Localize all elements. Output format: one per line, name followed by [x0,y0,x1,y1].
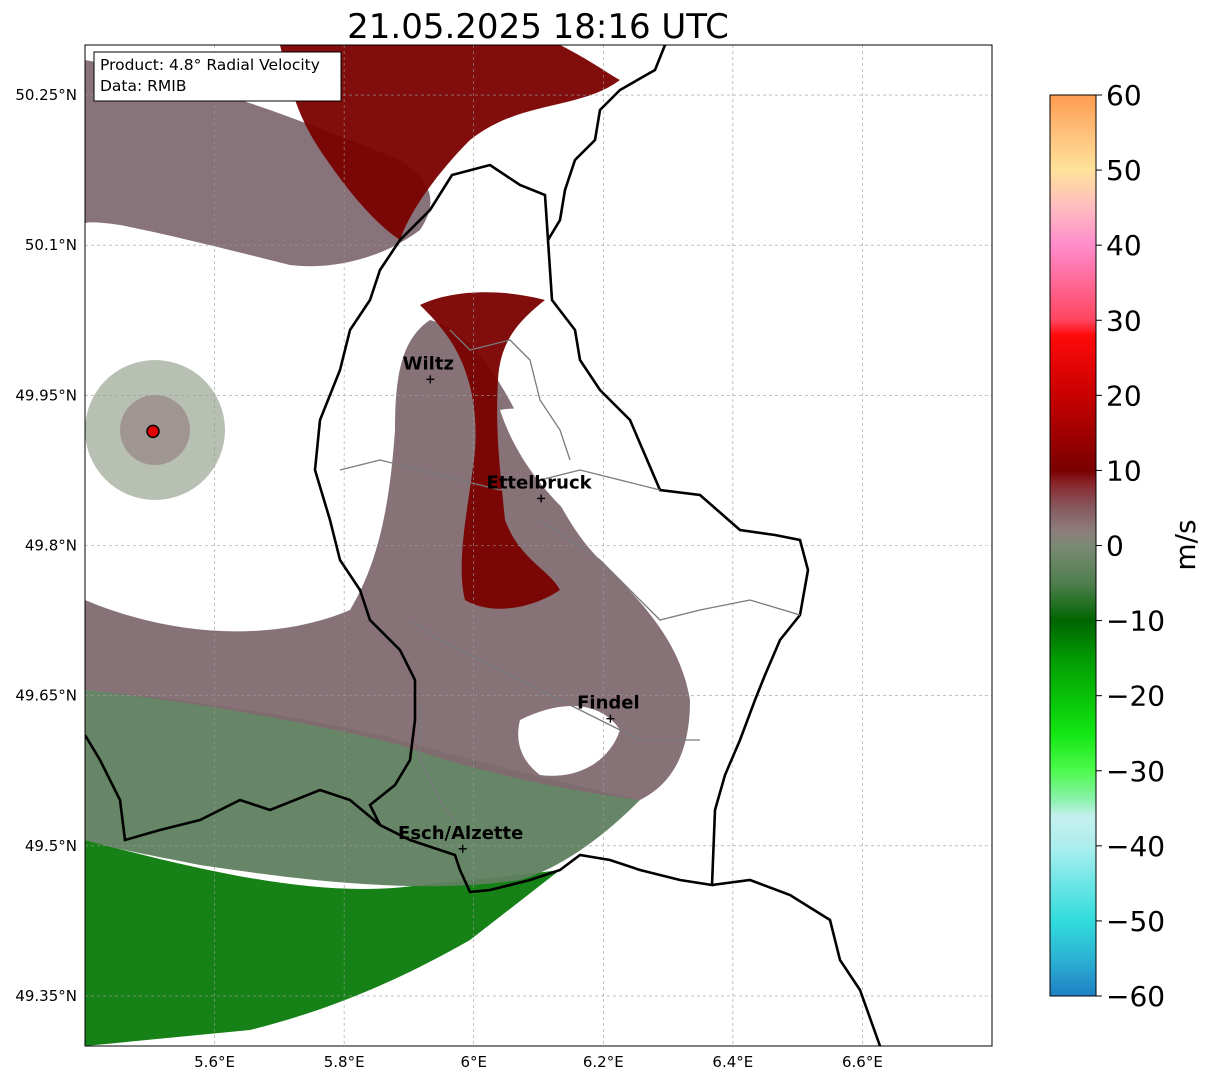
echo-gap-findel [518,706,620,776]
colorbar-tick-label: 50 [1106,154,1142,187]
x-tick-label: 6.2°E [583,1053,624,1071]
map-panel: Wiltz Ettelbruck Findel Esch/Alzette [85,45,992,1046]
y-tick-label: 50.1°N [25,236,77,254]
info-box: Product: 4.8° Radial Velocity Data: RMIB [93,51,342,102]
x-tick-label: 6.6°E [842,1053,883,1071]
city-label: Ettelbruck [487,472,593,493]
colorbar-tick-label: 30 [1106,304,1142,337]
city-layer: Wiltz Ettelbruck Findel Esch/Alzette [398,353,640,853]
info-data-source: Data: RMIB [100,77,187,95]
y-tick-label: 49.65°N [15,687,77,705]
y-axis-ticks: 49.35°N 49.5°N 49.65°N 49.8°N 49.95°N 50.1°N 5… [15,86,77,1005]
y-tick-label: 49.95°N [15,386,77,404]
colorbar-label: m/s [1169,519,1202,570]
city-label: Esch/Alzette [398,823,523,844]
colorbar-tick-label: −30 [1106,755,1165,788]
echo-graygreen [85,690,640,887]
country-border-de [546,45,667,241]
district-lines [339,329,801,831]
country-border-luxembourg [313,163,810,894]
echo-darkred-north [280,45,620,240]
city-esch-alzette: Esch/Alzette [398,823,523,853]
map-title: 21.05.2025 18:16 UTC [347,7,729,47]
radar-echoes [85,45,740,1046]
map-frame [84,44,993,1047]
city-label: Findel [577,693,640,714]
colorbar-tick-label: −40 [1106,830,1165,863]
x-tick-label: 6°E [460,1053,487,1071]
colorbar-tick-label: −20 [1106,680,1165,713]
y-tick-label: 49.35°N [15,987,77,1005]
colorbar: 60 50 40 30 20 10 0 −10 −20 −30 −40 −50 −60 m/s [1049,79,1202,1013]
echo-green-south [85,840,560,1046]
colorbar-tick-label: 20 [1106,379,1142,412]
colorbar-tick-label: 60 [1106,79,1142,112]
city-ettelbruck: Ettelbruck [487,472,593,503]
colorbar-tick-label: 40 [1106,229,1142,262]
city-findel: Findel [577,693,640,723]
y-tick-label: 49.8°N [25,537,77,555]
colorbar-tick-label: −10 [1106,605,1165,638]
x-axis-ticks: 5.6°E 5.8°E 6°E 6.2°E 6.4°E 6.6°E [194,1053,883,1071]
city-label: Wiltz [403,353,454,374]
echo-darkred-central [420,292,560,609]
colorbar-tick-label: 10 [1106,454,1142,487]
colorbar-tick-label: 0 [1106,530,1124,563]
x-tick-label: 6.4°E [712,1053,753,1071]
city-wiltz: Wiltz [403,353,454,384]
info-box-frame [93,51,342,102]
colorbar-gradient [1049,94,1097,997]
x-tick-label: 5.6°E [194,1053,235,1071]
colorbar-tick-label: −60 [1106,980,1165,1013]
echo-mauve-band [85,320,690,800]
country-border-be-fr [85,734,381,842]
colorbar-tick-label: −50 [1106,905,1165,938]
y-tick-label: 50.25°N [15,86,77,104]
radar-site-marker [146,424,160,439]
echo-gap-east [500,408,740,600]
y-tick-label: 49.5°N [25,837,77,855]
info-product: Product: 4.8° Radial Velocity [100,56,320,74]
colorbar-ticks: 60 50 40 30 20 10 0 −10 −20 −30 −40 −50 −60 [1096,79,1165,1013]
x-tick-label: 5.8°E [324,1053,365,1071]
country-border-fr-de [711,878,882,1046]
